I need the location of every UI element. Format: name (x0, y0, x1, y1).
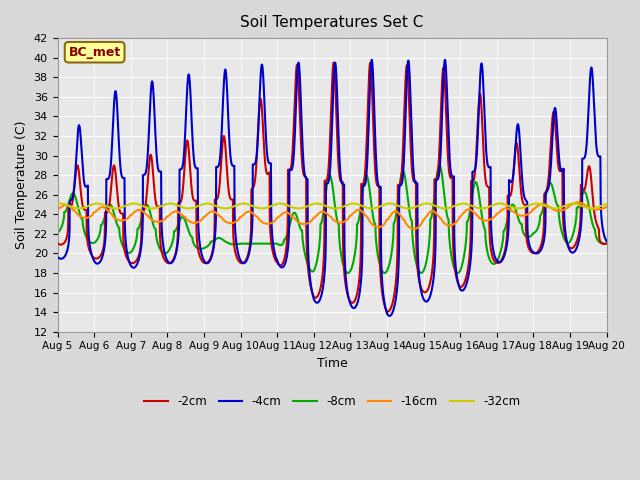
-2cm (603, 241, 611, 247)
-8cm (433, 171, 441, 177)
-2cm (88, 253, 96, 259)
-2cm (478, 112, 486, 118)
-32cm (478, 205, 486, 211)
Title: Soil Temperatures Set C: Soil Temperatures Set C (241, 15, 424, 30)
Line: -32cm: -32cm (58, 204, 607, 208)
-32cm (120, 204, 128, 209)
-32cm (75, 205, 83, 211)
-16cm (88, 212, 96, 218)
Line: -2cm: -2cm (58, 62, 607, 312)
-8cm (88, 240, 96, 246)
-2cm (433, 174, 441, 180)
Text: BC_met: BC_met (68, 46, 121, 59)
-4cm (88, 253, 96, 259)
-16cm (574, 199, 582, 205)
-2cm (225, 183, 232, 189)
-2cm (54, 240, 61, 246)
-4cm (54, 254, 61, 260)
-8cm (344, 270, 352, 276)
-4cm (433, 177, 441, 182)
X-axis label: Time: Time (317, 357, 348, 370)
-4cm (603, 238, 611, 244)
Line: -4cm: -4cm (58, 60, 607, 316)
-4cm (385, 313, 393, 319)
-4cm (225, 113, 232, 119)
-2cm (384, 309, 392, 314)
-32cm (57, 201, 65, 206)
Line: -8cm: -8cm (58, 165, 607, 273)
-8cm (603, 241, 611, 247)
-32cm (433, 204, 441, 210)
-2cm (330, 60, 337, 65)
-2cm (119, 211, 127, 216)
-16cm (433, 212, 441, 217)
Line: -16cm: -16cm (58, 202, 607, 229)
-32cm (225, 205, 232, 211)
-16cm (54, 206, 61, 212)
-32cm (88, 202, 96, 207)
-8cm (225, 240, 232, 246)
-16cm (410, 226, 418, 232)
-4cm (478, 61, 486, 67)
-4cm (120, 175, 127, 181)
-16cm (478, 216, 486, 222)
-16cm (603, 204, 611, 210)
-4cm (119, 175, 127, 181)
Legend: -2cm, -4cm, -8cm, -16cm, -32cm: -2cm, -4cm, -8cm, -16cm, -32cm (140, 390, 525, 413)
Y-axis label: Soil Temperature (C): Soil Temperature (C) (15, 120, 28, 249)
-8cm (54, 230, 61, 236)
-8cm (120, 245, 127, 251)
-8cm (436, 162, 444, 168)
-16cm (119, 217, 127, 223)
-8cm (119, 243, 127, 249)
-4cm (441, 57, 449, 62)
-32cm (119, 204, 127, 210)
-32cm (54, 201, 61, 207)
-16cm (225, 220, 232, 226)
-16cm (120, 217, 127, 223)
-32cm (603, 201, 611, 207)
-8cm (478, 214, 486, 219)
-2cm (120, 240, 127, 245)
